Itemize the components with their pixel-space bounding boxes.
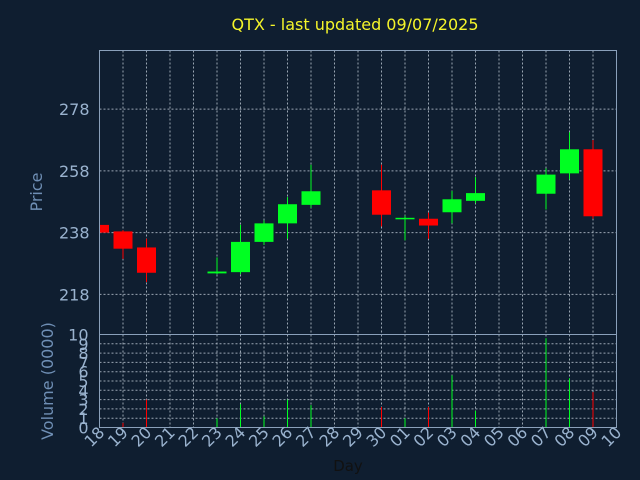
price-tick-label: 278 [59, 100, 90, 119]
volume-tick-label: 1 [78, 409, 88, 428]
price-tick-label: 238 [59, 224, 90, 243]
candle-body [254, 223, 274, 242]
candle-body [419, 218, 438, 226]
candle-body [395, 217, 415, 220]
candle-body [536, 174, 556, 194]
candle-body [301, 191, 321, 205]
x-axis-ticks: 1819202122232425262728293001020304050607… [80, 423, 625, 451]
price-tick-label: 258 [59, 162, 90, 181]
volume-tick-label: 10 [68, 326, 88, 345]
candle-body [466, 193, 485, 201]
volume-tick-label: 2 [78, 400, 88, 419]
volume-tick-label: 9 [78, 335, 88, 354]
volume-tick-label: 8 [78, 344, 88, 363]
price-tick-label: 218 [59, 285, 90, 304]
candle-body [99, 224, 109, 233]
volume-tick-label: 7 [78, 353, 88, 372]
price-panel: 218 238 258 278 Price [27, 50, 617, 335]
candle-body [113, 231, 133, 249]
chart-title: QTX - last updated 09/07/2025 [231, 15, 478, 34]
candle-body [278, 204, 297, 224]
candle-body [560, 149, 579, 174]
candle-body [583, 149, 603, 217]
candle-body [207, 271, 227, 274]
volume-tick-label: 5 [78, 372, 88, 391]
candle-body [442, 199, 462, 213]
candle-body [372, 190, 391, 215]
x-axis-label: Day [333, 457, 363, 475]
candle-body [231, 241, 250, 273]
volume-tick-label: 4 [78, 381, 88, 400]
candle-body [137, 247, 156, 273]
volume-axis-label: Volume (0000) [38, 322, 57, 440]
volume-tick-label: 0 [78, 419, 88, 438]
price-axis-label: Price [27, 172, 46, 211]
volume-tick-label: 3 [78, 391, 88, 410]
volume-panel-frame [99, 334, 617, 428]
volume-tick-label: 6 [78, 363, 88, 382]
